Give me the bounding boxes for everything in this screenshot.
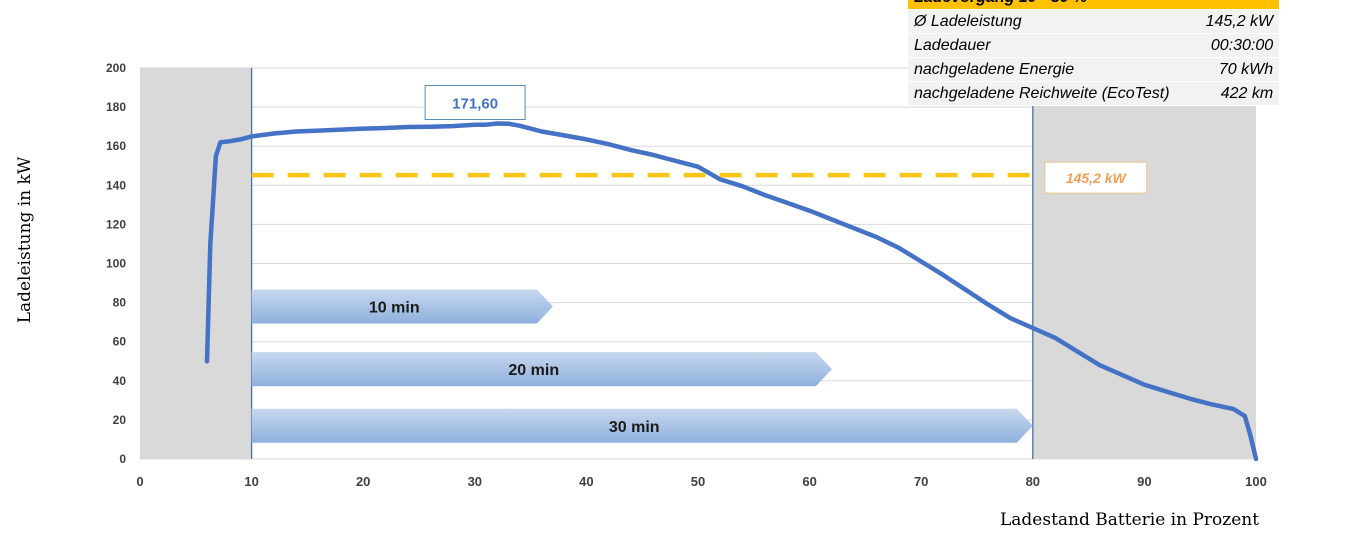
duration-arrows: 10 min 20 min 30 min [251, 289, 1033, 443]
stats-label: Ø Ladeleistung [908, 9, 1176, 34]
series [204, 121, 1259, 462]
x-tick-label: 10 [244, 474, 258, 489]
stats-row: nachgeladene Reichweite (EcoTest) 422 km [908, 81, 1280, 106]
x-tick-label: 40 [579, 474, 593, 489]
duration-arrow-label: 10 min [369, 300, 420, 317]
y-tick-label: 160 [106, 139, 126, 153]
annotations: 171,60 145,2 kW [424, 85, 1148, 194]
duration-arrow [251, 408, 1033, 443]
y-tick-label: 200 [106, 61, 126, 75]
stats-header-row: Ladevorgang 10 - 80 % [908, 0, 1280, 10]
stats-value: 00:30:00 [1175, 33, 1280, 58]
stats-value: 145,2 kW [1175, 9, 1280, 34]
x-tick-label: 70 [914, 474, 928, 489]
duration-arrow [251, 352, 832, 387]
x-tick-label: 80 [1026, 474, 1040, 489]
stats-value: 70 kWh [1175, 57, 1280, 82]
y-tick-label: 60 [113, 335, 127, 349]
stats-row: Ladedauer 00:30:00 [908, 33, 1280, 58]
x-tick-label: 20 [356, 474, 370, 489]
y-tick-label: 40 [113, 374, 127, 388]
y-tick-label: 80 [113, 296, 127, 310]
x-tick-label: 90 [1137, 474, 1151, 489]
average-annotation-label: 145,2 kW [1066, 170, 1128, 186]
x-tick-label: 30 [468, 474, 482, 489]
stats-label: nachgeladene Reichweite (EcoTest) [908, 81, 1176, 106]
y-tick-labels: 0 20 40 60 80 100 120 140 160 180 200 [106, 61, 126, 466]
average-annotation-box [1044, 161, 1148, 194]
y-tick-label: 100 [106, 257, 126, 271]
stats-label: Ladedauer [908, 33, 1176, 58]
y-tick-label: 140 [106, 178, 126, 192]
stats-header-label: Ladevorgang 10 - 80 % [908, 0, 1176, 10]
stats-value: 422 km [1175, 81, 1280, 106]
stats-label: nachgeladene Energie [908, 57, 1176, 82]
peak-annotation-box [424, 85, 526, 121]
x-tick-label: 0 [136, 474, 143, 489]
y-tick-label: 180 [106, 100, 126, 114]
x-tick-label: 50 [691, 474, 705, 489]
y-tick-label: 20 [113, 413, 127, 427]
range-boundary-lines [250, 68, 1034, 459]
y-axis-title: Ladeleistung in kW [15, 156, 35, 324]
x-tick-label: 60 [802, 474, 816, 489]
charging-power-line [204, 121, 1259, 462]
duration-arrow-label: 20 min [508, 362, 559, 379]
stats-row: nachgeladene Energie 70 kWh [908, 57, 1280, 82]
duration-arrow-label: 30 min [609, 419, 660, 436]
y-tick-label: 0 [119, 452, 126, 466]
peak-annotation-label: 171,60 [452, 96, 498, 113]
stats-row: Ø Ladeleistung 145,2 kW [908, 9, 1280, 34]
x-tick-label: 100 [1245, 474, 1267, 489]
y-tick-label: 120 [106, 217, 126, 231]
x-tick-labels: 0 10 20 30 40 50 60 70 80 90 100 [136, 474, 1266, 489]
x-axis-title: Ladestand Batterie in Prozent [1000, 510, 1260, 530]
stats-header-value [1175, 0, 1280, 10]
y-axis-title-wrap: Ladeleistung in kW [10, 0, 40, 533]
charging-stats-table: Ladevorgang 10 - 80 % Ø Ladeleistung 145… [908, 0, 1280, 106]
duration-arrow [251, 289, 553, 324]
